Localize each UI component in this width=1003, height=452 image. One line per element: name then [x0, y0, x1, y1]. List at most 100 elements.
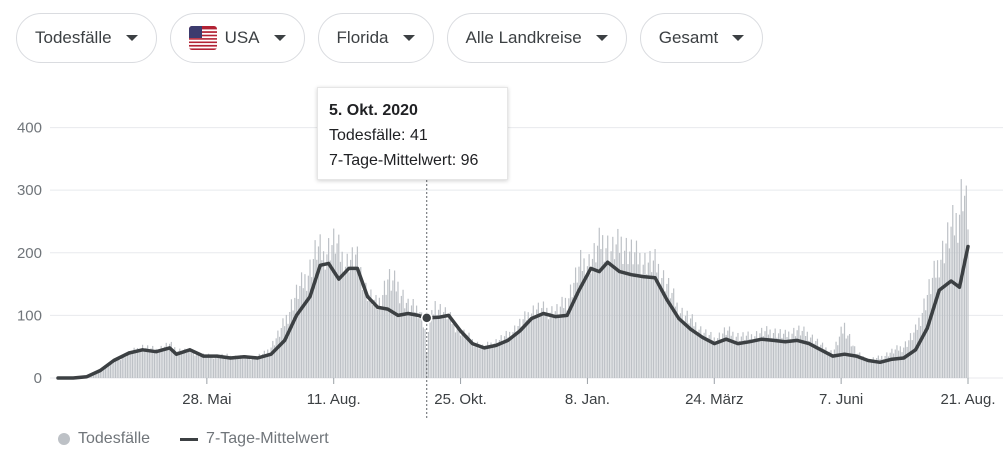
- daily-bar: [97, 371, 100, 378]
- daily-bar: [632, 264, 634, 378]
- period-dropdown[interactable]: Gesamt: [639, 13, 764, 63]
- daily-bar: [908, 340, 910, 378]
- daily-bar: [255, 359, 257, 378]
- daily-bar: [157, 352, 159, 378]
- daily-bar: [402, 289, 404, 378]
- daily-bar: [147, 345, 149, 378]
- daily-bar: [590, 273, 592, 378]
- daily-bar: [174, 347, 176, 378]
- daily-bar: [370, 289, 372, 378]
- daily-bar: [701, 336, 704, 378]
- daily-bar: [642, 264, 644, 378]
- county-dropdown[interactable]: Alle Landkreise: [446, 13, 627, 63]
- daily-bar: [695, 322, 697, 378]
- daily-bar: [657, 263, 660, 378]
- daily-bar: [502, 341, 504, 378]
- daily-bar: [749, 339, 751, 378]
- daily-bar: [128, 351, 130, 378]
- daily-bar: [696, 333, 698, 378]
- daily-bar: [586, 266, 589, 378]
- daily-bar: [607, 235, 609, 378]
- x-tick-label: 11. Aug.: [307, 391, 361, 408]
- daily-bar: [350, 259, 352, 378]
- daily-bar: [317, 246, 320, 378]
- daily-bar: [784, 329, 786, 378]
- daily-bar: [894, 349, 896, 378]
- daily-bar: [558, 315, 560, 378]
- daily-bar: [850, 346, 852, 378]
- daily-bar: [512, 332, 514, 378]
- daily-bar: [185, 352, 188, 378]
- daily-bar: [620, 236, 622, 378]
- daily-bar: [265, 354, 267, 378]
- daily-bar: [546, 307, 548, 378]
- daily-bar: [368, 295, 370, 378]
- daily-bar: [744, 339, 746, 378]
- daily-bar: [355, 254, 357, 378]
- daily-bar: [485, 345, 487, 378]
- daily-bar: [429, 322, 431, 378]
- daily-bar: [916, 329, 918, 378]
- daily-bar: [461, 332, 463, 378]
- daily-bar: [138, 352, 140, 378]
- daily-bar: [838, 336, 841, 378]
- daily-bar: [297, 298, 299, 378]
- daily-bar: [182, 351, 184, 378]
- region-dropdown[interactable]: Florida: [317, 13, 434, 63]
- daily-bar: [109, 362, 112, 378]
- daily-bar: [492, 347, 494, 378]
- daily-bar: [326, 254, 328, 378]
- daily-bar: [634, 252, 636, 378]
- daily-bar: [187, 350, 189, 378]
- daily-bar: [92, 373, 95, 378]
- daily-bar: [256, 356, 259, 378]
- daily-bar: [162, 350, 164, 378]
- daily-bar: [718, 332, 720, 378]
- daily-bar: [612, 236, 614, 378]
- daily-bar: [823, 349, 825, 378]
- country-dropdown[interactable]: USA: [169, 13, 305, 63]
- daily-bar: [845, 338, 847, 378]
- daily-bar: [786, 336, 788, 378]
- daily-bar: [466, 335, 468, 378]
- daily-bar: [366, 301, 369, 378]
- daily-bar: [810, 337, 812, 378]
- daily-bar: [762, 336, 764, 378]
- daily-bar: [879, 359, 881, 378]
- daily-bar: [302, 288, 304, 378]
- daily-bar: [876, 358, 878, 378]
- daily-bar: [571, 297, 573, 378]
- daily-bar: [360, 267, 362, 378]
- daily-bar: [304, 274, 306, 378]
- daily-bar: [580, 249, 582, 378]
- daily-bar: [953, 235, 956, 378]
- daily-bar: [451, 323, 453, 378]
- daily-bar: [750, 334, 753, 378]
- daily-bar: [289, 312, 291, 378]
- daily-bar: [415, 305, 418, 378]
- daily-bar: [679, 313, 682, 378]
- daily-bar: [920, 326, 922, 378]
- daily-bar: [169, 343, 171, 378]
- daily-bar: [958, 214, 961, 378]
- daily-bar: [483, 349, 485, 378]
- x-tick-label: 7. Juni: [819, 391, 863, 408]
- daily-bar: [434, 301, 436, 378]
- daily-bar: [437, 309, 440, 378]
- daily-bar: [532, 305, 534, 378]
- daily-bar: [322, 251, 325, 378]
- daily-bar: [610, 251, 612, 378]
- metric-dropdown[interactable]: Todesfälle: [16, 13, 157, 63]
- daily-bar: [175, 353, 178, 378]
- chart-tooltip: 5. Okt. 2020 Todesfälle: 41 7-Tage-Mitte…: [317, 87, 508, 180]
- daily-bar: [206, 355, 208, 378]
- daily-bar: [593, 243, 595, 378]
- daily-bar: [223, 357, 225, 378]
- daily-bar: [243, 356, 245, 378]
- daily-bar: [542, 301, 545, 378]
- daily-bar: [803, 326, 805, 378]
- daily-bar: [224, 355, 227, 378]
- daily-bar: [578, 266, 580, 378]
- daily-bar: [123, 354, 125, 378]
